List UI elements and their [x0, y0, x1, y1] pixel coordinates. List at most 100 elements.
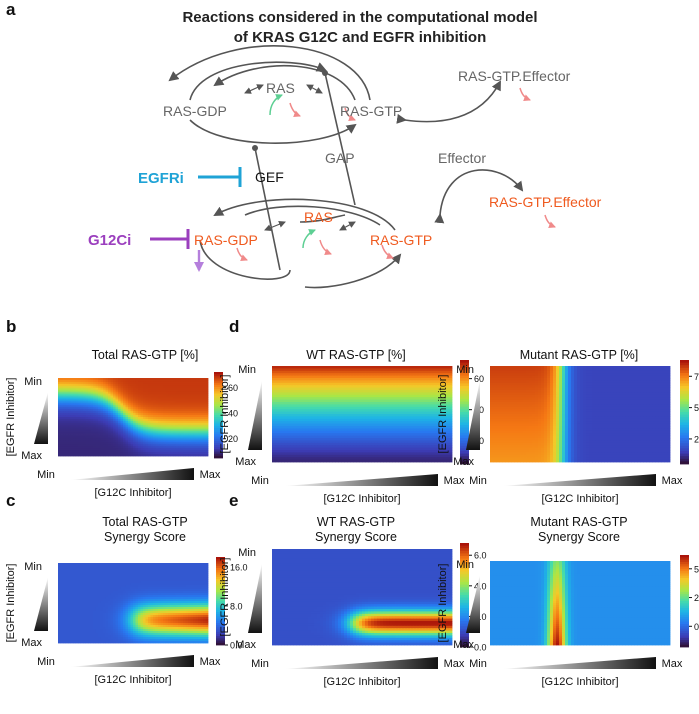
heatmap-cell: [356, 383, 359, 386]
heatmap-cell: [365, 383, 368, 386]
heatmap-cell: [377, 421, 380, 424]
heatmap-cell: [281, 421, 284, 424]
heatmap-cell: [278, 407, 281, 410]
heatmap-cell: [323, 409, 326, 412]
heatmap-cell: [359, 385, 362, 388]
heatmap-cell: [320, 376, 323, 379]
heatmap-cell: [329, 385, 332, 388]
heatmap-cell: [359, 383, 362, 386]
heatmap-cell: [311, 445, 314, 448]
heatmap-cell: [350, 395, 353, 398]
heatmap-cell: [344, 448, 347, 451]
heatmap-cell: [341, 380, 344, 383]
heatmap-cell: [281, 424, 284, 427]
heatmap-cell: [422, 383, 425, 386]
heatmap-cell: [284, 424, 287, 427]
heatmap-cell: [341, 371, 344, 374]
heatmap-cell: [386, 390, 389, 393]
heatmap-cell: [416, 452, 419, 455]
heatmap-cell: [371, 460, 374, 463]
heatmap-cell: [311, 368, 314, 371]
heatmap-cell: [350, 433, 353, 436]
heatmap-cell: [404, 416, 407, 419]
heatmap-cell: [290, 414, 293, 417]
heatmap-cell: [347, 431, 350, 434]
heatmap-cell: [380, 376, 383, 379]
heatmap-cell: [311, 388, 314, 391]
heatmap-cell: [365, 412, 368, 415]
heatmap-cell: [365, 436, 368, 439]
heatmap-cell: [401, 400, 404, 403]
heatmap-cell: [392, 457, 395, 460]
heatmap-cell: [419, 371, 422, 374]
heatmap-cell: [320, 390, 323, 393]
heatmap-cell: [410, 457, 413, 460]
heatmap-cell: [428, 428, 431, 431]
heatmap-cell: [410, 395, 413, 398]
heatmap-cell: [374, 383, 377, 386]
heatmap-cell: [386, 378, 389, 381]
heatmap-cell: [287, 426, 290, 429]
heatmap-cell: [395, 421, 398, 424]
heatmap-cell: [287, 373, 290, 376]
heatmap-cell: [377, 390, 380, 393]
heatmap-cell: [329, 421, 332, 424]
heatmap-cell: [317, 385, 320, 388]
heatmap-cell: [344, 433, 347, 436]
heatmap-cell: [398, 457, 401, 460]
heatmap-cell: [332, 455, 335, 458]
heatmap-cell: [178, 454, 181, 456]
heatmap-cell: [341, 373, 344, 376]
heatmap-cell: [377, 371, 380, 374]
heatmap-cell: [386, 419, 389, 422]
heatmap-cell: [163, 454, 166, 456]
heatmap-cell: [356, 400, 359, 403]
heatmap-cell: [284, 404, 287, 407]
heatmap-cell: [353, 450, 356, 453]
heatmap-cell: [359, 376, 362, 379]
heatmap-cell: [505, 366, 508, 369]
heatmap-cell: [431, 388, 434, 391]
heatmap-cell: [299, 450, 302, 453]
heatmap-cell: [329, 452, 332, 455]
heatmap-cell: [278, 376, 281, 379]
heatmap-cell: [398, 395, 401, 398]
heatmap-cell: [449, 436, 452, 439]
heatmap-cell: [401, 460, 404, 463]
heatmap-cell: [404, 392, 407, 395]
heatmap-cell: [434, 371, 437, 374]
heatmap-cell: [428, 455, 431, 458]
heatmap-cell: [398, 400, 401, 403]
heatmap-cell: [350, 378, 353, 381]
heatmap-cell: [449, 452, 452, 455]
heatmap-cell: [362, 373, 365, 376]
heatmap-cell: [317, 416, 320, 419]
heatmap-cell: [389, 409, 392, 412]
heatmap-cell: [314, 419, 317, 422]
heatmap-cell: [341, 433, 344, 436]
heatmap-cell: [335, 416, 338, 419]
heatmap-cell: [410, 392, 413, 395]
heatmap-cell: [365, 380, 368, 383]
heatmap-cell: [272, 443, 275, 446]
heatmap-cell: [419, 424, 422, 427]
heatmap-cell: [365, 402, 368, 405]
heatmap-cell: [416, 388, 419, 391]
heatmap-cell: [389, 373, 392, 376]
heatmap-cell: [365, 388, 368, 391]
heatmap-cell: [416, 368, 419, 371]
heatmap-cell: [374, 431, 377, 434]
heatmap-cell: [392, 414, 395, 417]
heatmap-cell: [401, 407, 404, 410]
heatmap-cell: [449, 419, 452, 422]
heatmap-cell: [350, 366, 353, 369]
heatmap-cell: [284, 380, 287, 383]
heatmap-cell: [275, 448, 278, 451]
heatmap-cell: [61, 454, 64, 456]
heatmap-cell: [299, 431, 302, 434]
heatmap-cell: [272, 368, 275, 371]
heatmap-cell: [323, 407, 326, 410]
heatmap-cell: [341, 428, 344, 431]
heatmap-cell: [410, 402, 413, 405]
heatmap-cell: [299, 414, 302, 417]
